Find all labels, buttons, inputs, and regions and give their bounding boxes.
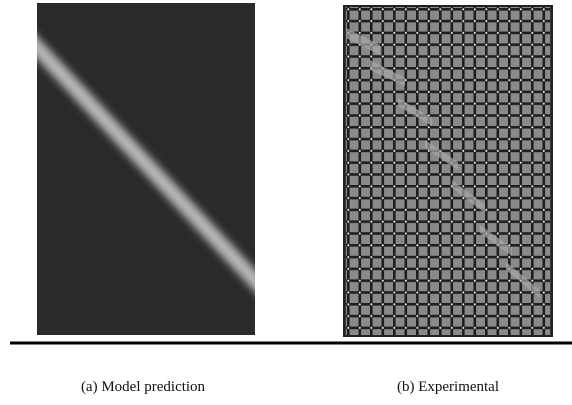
- model-image: [30, 3, 262, 335]
- page: (a) Model prediction (b) Experimental ((…: [0, 0, 572, 405]
- experimental-image: [343, 5, 553, 337]
- caption: (b) Experimental: [397, 379, 499, 395]
- caption: (a) Model prediction: [81, 379, 206, 395]
- figure: (a) Model prediction (b) Experimental: [0, 0, 572, 405]
